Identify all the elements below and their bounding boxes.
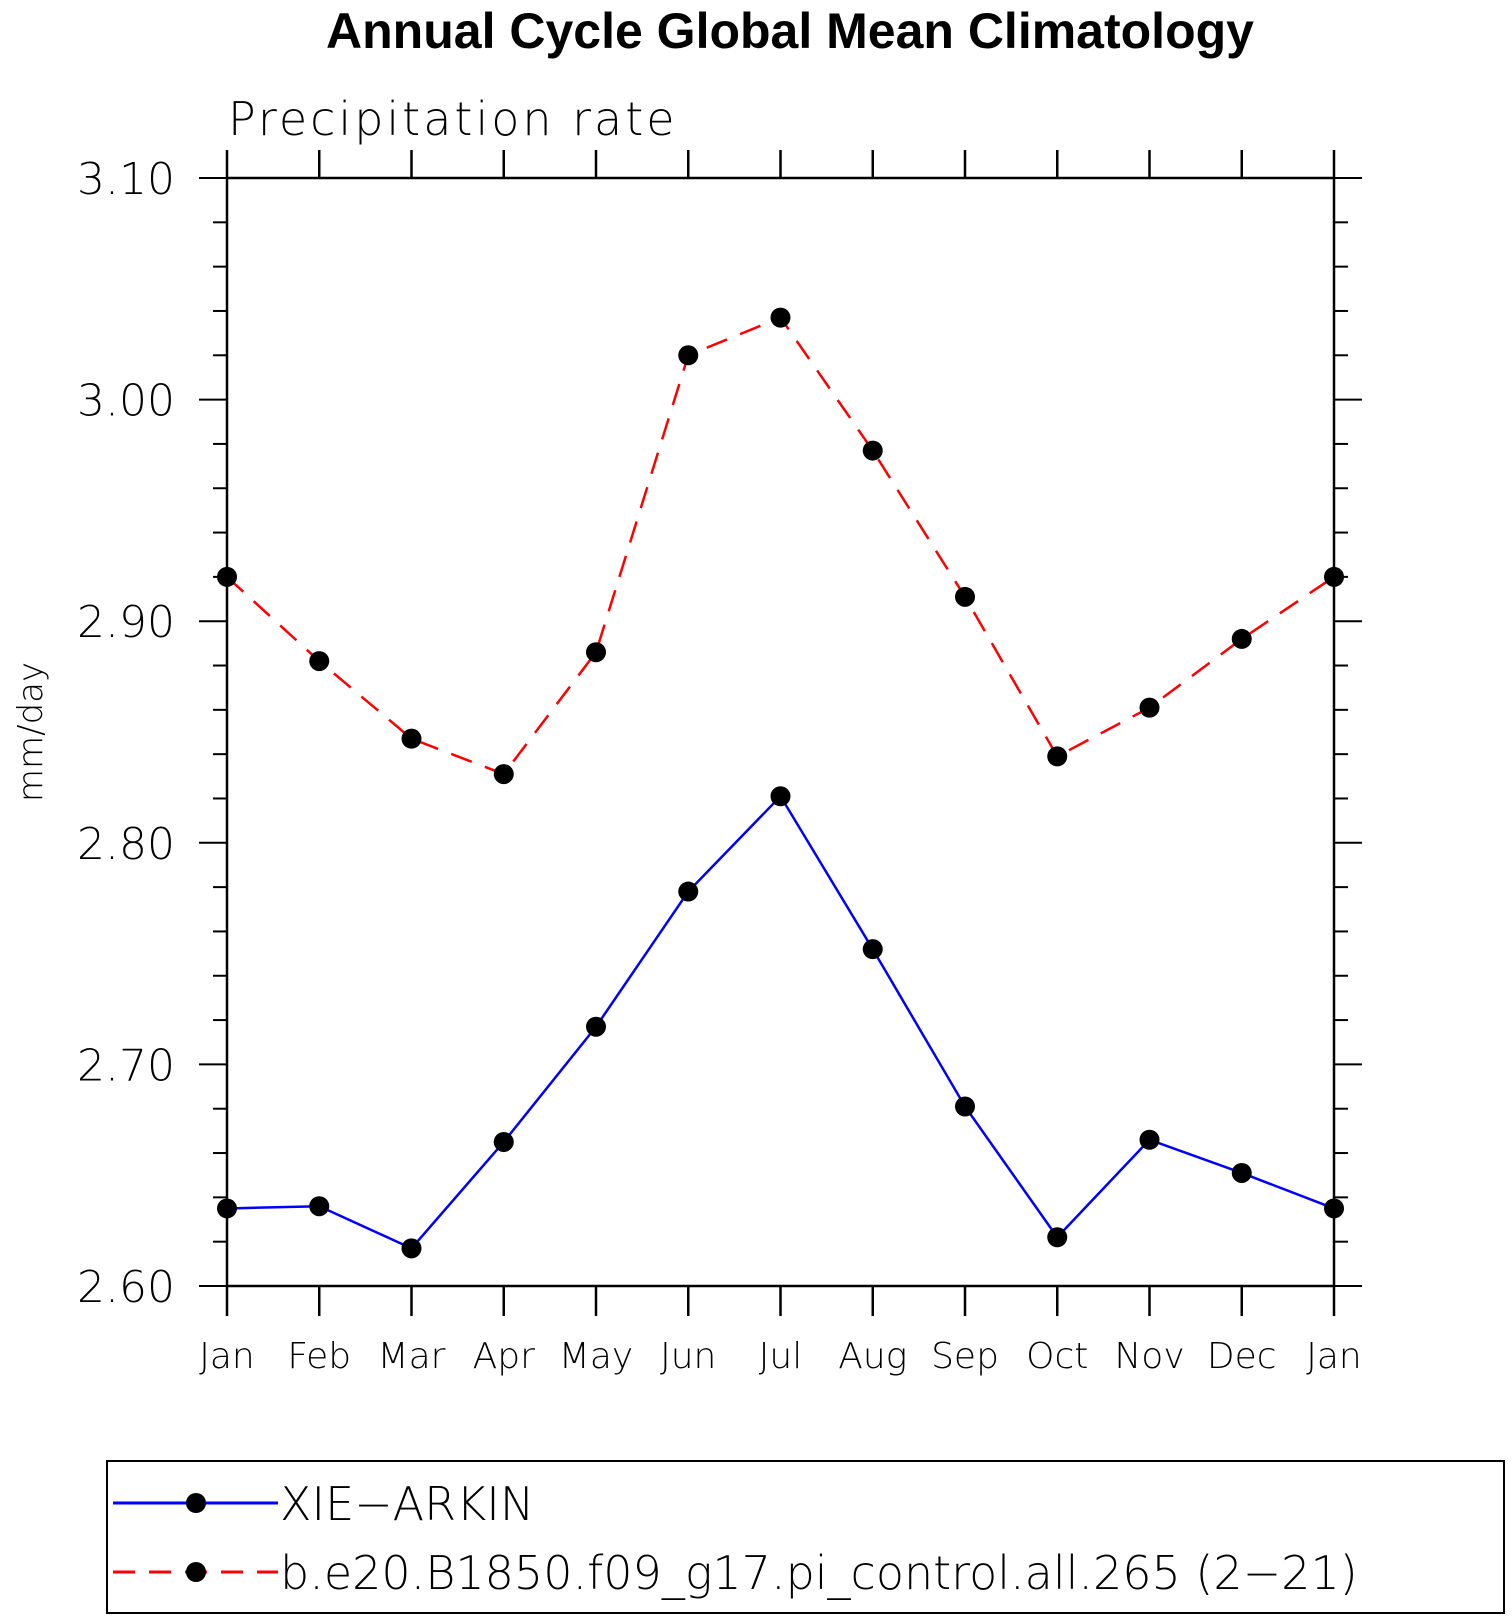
series-line-0 [226, 794, 1335, 1250]
data-point-0 [309, 1196, 330, 1217]
x-tick-label: Apr [473, 1336, 535, 1377]
x-tick-label: Jul [759, 1336, 802, 1377]
legend: XIE−ARKIN b.e20.B1850.f09_g17.pi_control… [106, 1460, 1505, 1614]
data-point-1 [955, 586, 975, 607]
data-point-0 [217, 1198, 237, 1219]
y-tick-label: 2.60 [77, 1262, 175, 1313]
data-point-1 [1324, 566, 1344, 587]
y-tick-label: 3.00 [77, 376, 175, 427]
legend-marker-model [186, 1562, 206, 1582]
plot-frame [225, 176, 1336, 1288]
x-tick-label: Jan [1306, 1336, 1362, 1377]
data-point-0 [770, 786, 791, 807]
x-tick-label: Oct [1026, 1336, 1088, 1377]
chart-subtitle: Precipitation rate [228, 92, 678, 146]
chart-title: Annual Cycle Global Mean Climatology [326, 3, 1254, 59]
data-point-1 [1139, 697, 1160, 718]
data-point-1 [401, 728, 422, 749]
x-tick-label: Dec [1207, 1336, 1277, 1377]
y-tick-label: 2.90 [77, 597, 175, 648]
data-point-0 [678, 881, 699, 902]
series-line-1 [226, 316, 1335, 776]
data-point-1 [309, 651, 330, 672]
x-tick-label: Jun [660, 1336, 716, 1377]
plot-area [217, 307, 1344, 1259]
axes: Jan Feb Mar Apr May Jun Jul Aug Sep Oct Nov Dec Jan 2… [77, 150, 1362, 1377]
x-tick-label: Nov [1114, 1336, 1184, 1377]
x-tick-label: Feb [287, 1336, 351, 1377]
x-tick-label: Mar [378, 1336, 446, 1377]
y-axis-label: mm/day [11, 662, 51, 802]
data-point-1 [1047, 746, 1068, 767]
x-tick-label: Sep [931, 1336, 999, 1377]
data-point-1 [770, 307, 791, 328]
data-point-1 [217, 566, 237, 587]
data-point-0 [586, 1016, 606, 1037]
x-tick-label: Aug [838, 1336, 907, 1377]
data-point-0 [1047, 1227, 1068, 1248]
legend-label-xie-arkin: XIE−ARKIN [280, 1477, 534, 1531]
data-point-0 [493, 1131, 514, 1152]
data-point-1 [586, 642, 606, 663]
data-point-0 [955, 1096, 975, 1117]
data-point-0 [862, 939, 883, 960]
data-point-1 [1231, 628, 1252, 649]
data-point-0 [1139, 1129, 1160, 1150]
x-tick-label: May [559, 1336, 633, 1377]
legend-marker-xie-arkin [186, 1493, 206, 1513]
data-point-1 [493, 764, 514, 785]
data-point-0 [1231, 1162, 1252, 1183]
data-point-0 [1324, 1198, 1344, 1219]
data-point-1 [862, 440, 883, 461]
y-tick-label: 2.70 [77, 1040, 175, 1091]
legend-label-model: b.e20.B1850.f09_g17.pi_control.all.265 (… [280, 1546, 1358, 1600]
legend-box [106, 1460, 1505, 1614]
x-tick-label: Jan [199, 1336, 255, 1377]
y-tick-label: 3.10 [77, 154, 175, 205]
data-point-1 [678, 345, 699, 366]
y-tick-label: 2.80 [77, 819, 175, 870]
data-point-0 [401, 1238, 422, 1259]
